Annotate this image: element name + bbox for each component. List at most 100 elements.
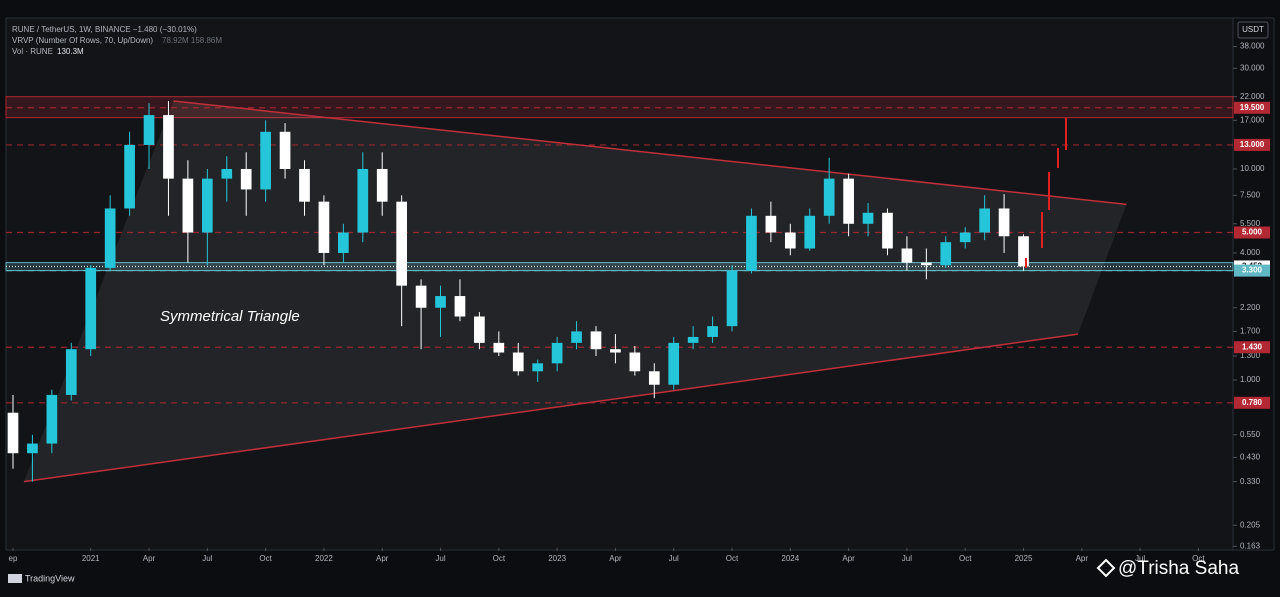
candle-body [823,178,835,216]
candle-body [648,371,660,385]
candle-body [901,248,913,263]
x-tick-label: ep [9,554,18,563]
level-label: 13.000 [1240,140,1265,149]
y-tick-label: 1.700 [1240,326,1261,335]
candle-body [279,131,291,169]
candle-body [454,296,466,317]
y-tick-label: 2.200 [1240,303,1261,312]
y-tick-label: 0.430 [1240,452,1261,461]
x-tick-label: Jul [435,554,445,563]
x-tick-label: Apr [842,554,855,563]
x-tick-label: 2023 [548,554,566,563]
x-tick-label: 2024 [781,554,799,563]
candle-body [940,242,952,266]
candle-body [746,215,757,271]
x-tick-label: Jul [669,554,679,563]
y-tick-label: 30.000 [1240,63,1265,72]
x-tick-label: 2025 [1015,554,1033,563]
candle-body [862,212,874,224]
candle-body [435,296,446,308]
y-tick-label: 7.500 [1240,190,1261,199]
annotation: Symmetrical Triangle [160,308,300,325]
plot-layer: 38.000 30.000 22.000 17.000 10.000 7.500 5.500… [5,42,1265,563]
candle-body [104,208,116,268]
candle-body [921,262,932,266]
title: RUNE / TetherUS, 1W, BINANCE −1.480 (−30… [12,25,197,34]
y-tick-label: 38.000 [1240,42,1265,51]
level-label: 3.300 [1242,266,1263,275]
candle-body [46,394,58,444]
x-tick-label: Jul [1135,554,1145,563]
level-badge [1234,101,1270,114]
candle-body [65,349,77,395]
level-badge [1234,396,1270,409]
candle-body [571,331,582,343]
candle-body [143,115,155,145]
y-tick-label: 1.000 [1240,375,1261,384]
lower-trendline [23,333,1079,483]
candle-body [765,215,777,233]
candle-body [687,336,699,343]
candle-body [843,178,854,224]
x-tick-label: Apr [609,554,622,563]
currency: USDT [1242,25,1264,34]
x-tick-label: Apr [1076,554,1089,563]
candle-body [124,144,135,209]
candle-body [338,232,349,253]
candle-body [1018,236,1029,267]
candle-body [707,326,718,337]
x-tick-label: 2021 [82,554,100,563]
candle-body [182,178,194,233]
candle-body [804,215,816,249]
x-tick-label: Apr [376,554,389,563]
candle-body [590,331,602,350]
volume-value: 130.3M [57,47,84,56]
level-badge [1234,264,1270,277]
indicator-label: VRVP (Number Of Rows, 70, Up/Down) [12,36,153,45]
watermark-logo [1096,558,1116,578]
candle-body [610,349,621,353]
candle-body [784,232,796,249]
candle-body [163,115,174,179]
candle-body [474,316,485,343]
candle-body [260,131,271,190]
watermark: @Trisha Saha [1118,558,1239,579]
x-tick-label: 2022 [315,554,333,563]
y-tick-label: 0.205 [1240,520,1261,529]
candle-body [27,443,38,454]
candle-body [979,208,990,233]
candle-body [726,270,738,327]
x-tick-label: Oct [493,554,506,563]
candle-body [551,342,563,364]
brand-logo [8,574,22,583]
y-tick-label: 5.500 [1240,219,1261,228]
candle-body [415,285,427,308]
plot-area [5,17,1234,551]
x-tick-label: Oct [259,554,272,563]
candle-body [357,168,369,233]
y-tick-label: 1.300 [1240,351,1261,360]
candle-body [493,342,505,353]
x-tick-label: Jul [902,554,912,563]
y-tick-label: 0.163 [1240,541,1261,550]
currency-box [1237,21,1269,39]
candle-body [376,168,388,202]
candle-body [532,363,544,372]
y-tick-label: 22.000 [1240,92,1265,101]
level-label: 1.430 [1242,342,1263,351]
candle-body [512,352,524,372]
x-tick-label: Apr [143,554,156,563]
level-label: 19.500 [1240,103,1265,112]
indicator-values: 78.92M 158.86M [162,36,222,45]
level-label: 5.000 [1242,228,1263,237]
level-badge [1234,138,1270,151]
y-tick-label: 4.000 [1240,248,1261,257]
candle-body [7,412,19,454]
candle-body [668,342,680,385]
candle-body [396,201,408,286]
candle-body [959,232,971,243]
volume-label: Vol · RUNE [12,47,53,56]
